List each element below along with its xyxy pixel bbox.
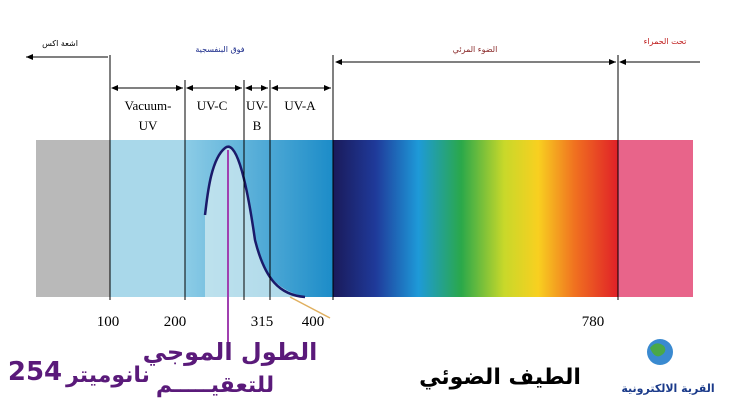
wavelength-tick: 780 [582,314,605,330]
wavelength-tick: 400 [302,314,325,330]
spectrum-band [36,140,693,345]
spectrum-caption: الطيف الضوئي [419,365,581,390]
uv-label: فوق البنفسجية [195,45,244,54]
wavelength-tick: 100 [97,314,120,330]
wavelength-value: 254 [8,357,62,387]
logo: القرية الالكترونية [621,339,715,395]
region-label: UV-A [284,98,316,113]
region-label: Vacuum- [125,98,172,113]
wavelength-tick: 200 [164,314,187,330]
visible-label: الضوء المرئي [453,45,498,54]
xray-label: اشعة اكس [42,39,78,48]
infrared-label: تحت الحمراء [644,37,687,46]
logo-text: القرية الالكترونية [621,382,714,395]
region-label: B [253,118,262,133]
wavelength-unit: نانوميتر [65,363,150,388]
dividers [26,54,700,300]
caption-line1: الطول الموجي [143,338,318,366]
region-label: UV- [246,98,268,113]
caption-line2: للتعقيـــــم [156,373,274,398]
region-label: UV-C [197,98,228,113]
region-label: UV [139,118,158,133]
wavelength-tick: 315 [251,314,274,330]
